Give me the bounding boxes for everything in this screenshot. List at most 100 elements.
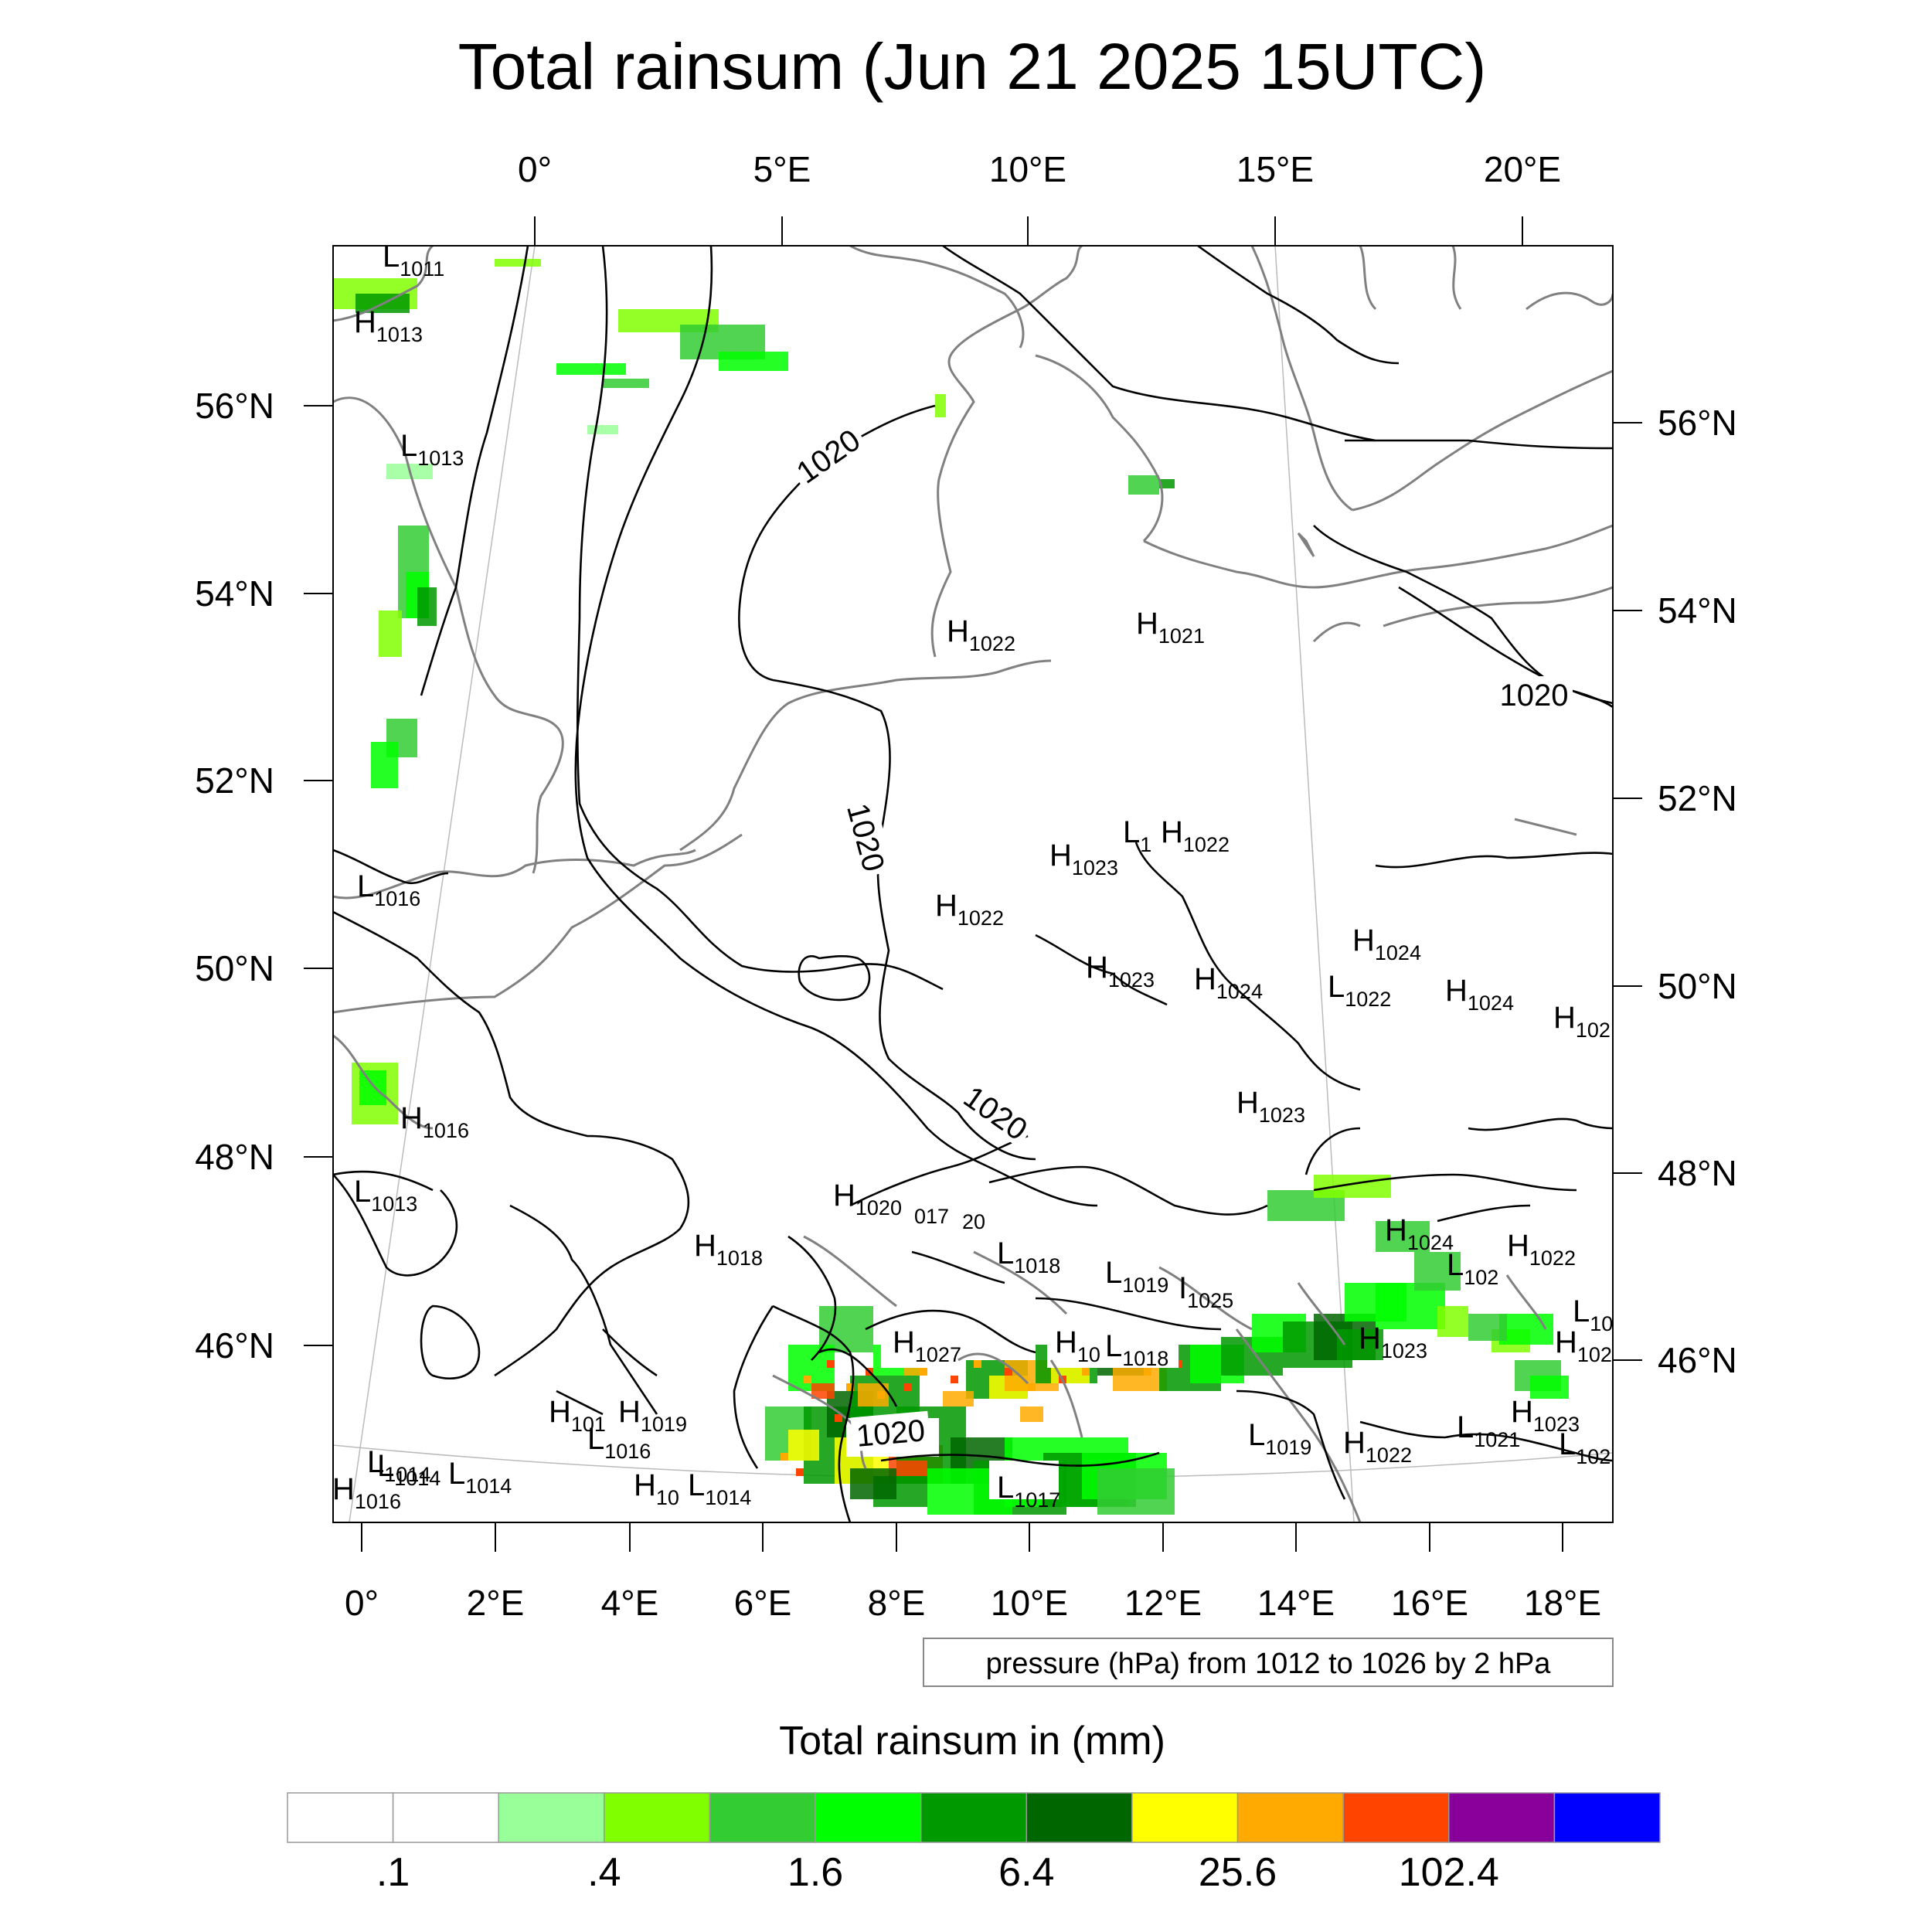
colorbar-labels: .1 .4 1.6 6.4 25.6 102.4 (376, 1850, 1499, 1895)
pressure-center-label: H101 (549, 1395, 606, 1436)
pressure-center-label: H1016 (332, 1472, 401, 1513)
pressure-center-label: H102 (1553, 1001, 1611, 1042)
pressure-center-label: L1018 (1105, 1329, 1168, 1370)
colorbar-swatch (1342, 1792, 1450, 1843)
colorbar-swatch (1448, 1792, 1556, 1843)
colorbar (287, 1792, 1661, 1843)
top-tick-label: 0° (518, 149, 552, 189)
svg-text:1020: 1020 (855, 1413, 926, 1454)
colorbar-swatch (287, 1792, 394, 1843)
pressure-center-label: H10 (1055, 1325, 1100, 1366)
pressure-center-label: L1014 (367, 1445, 430, 1486)
pressure-center-label: L1016 (357, 869, 420, 910)
colorbar-swatch (1131, 1792, 1239, 1843)
colorbar-swatch (920, 1792, 1028, 1843)
map-panel: L1011H1013L1013L1014L1016H1016L1013H1022… (332, 240, 1614, 1523)
bottom-tick-label: 12°E (1124, 1583, 1202, 1623)
right-tick-label: 46°N (1658, 1340, 1737, 1380)
colorbar-title: Total rainsum in (mm) (779, 1719, 1165, 1764)
pressure-center-label: I1025 (1179, 1271, 1233, 1312)
pressure-center-label: L1014 (448, 1457, 512, 1498)
pressure-center-label: H1022 (1161, 815, 1230, 856)
left-tick-label: 50°N (195, 948, 274, 988)
bottom-longitude-labels: 0° 2°E 4°E 6°E 8°E 10°E 12°E 14°E 16°E 18°E (345, 1583, 1601, 1623)
pressure-center-label: H1016 (400, 1101, 469, 1142)
contour-info-box: pressure (hPa) from 1012 to 1026 by 2 hP… (923, 1638, 1614, 1687)
contour-info-text: pressure (hPa) from 1012 to 1026 by 2 hP… (986, 1648, 1552, 1680)
pressure-center-label: H102 (1555, 1325, 1612, 1366)
fragment-label: 017 (914, 1205, 949, 1228)
pressure-center-label: L1017 (997, 1471, 1060, 1512)
pressure-center-label: H1023 (1236, 1086, 1305, 1127)
colorbar-swatch (604, 1792, 711, 1843)
pressure-center-label: L1022 (1328, 970, 1391, 1011)
map-border (332, 245, 1614, 1523)
bottom-tick-label: 16°E (1391, 1583, 1468, 1623)
pressure-center-label: H1022 (947, 614, 1015, 655)
pressure-center-label: H1018 (694, 1229, 763, 1270)
bottom-tick-label: 4°E (601, 1583, 659, 1623)
pressure-center-label: H1019 (618, 1395, 687, 1436)
pressure-center-label: H10 (634, 1468, 679, 1509)
coastlines (333, 246, 1613, 1522)
svg-text:1020: 1020 (1500, 679, 1569, 713)
pressure-center-label: L1014 (688, 1468, 751, 1509)
pressure-center-label: H1023 (1086, 951, 1155, 992)
pressure-center-label: L1 (1123, 815, 1151, 856)
pressure-center-label: L1018 (997, 1236, 1060, 1277)
pressure-center-label: H1027 (893, 1325, 961, 1366)
pressure-center-label: H1022 (1343, 1426, 1412, 1467)
bottom-tick-label: 10°E (991, 1583, 1068, 1623)
bottom-tick-label: 8°E (868, 1583, 926, 1623)
colorbar-swatch (1553, 1792, 1661, 1843)
pressure-center-label: H1024 (1385, 1213, 1454, 1254)
pressure-center-label: H1024 (1194, 962, 1263, 1003)
bottom-tick-label: 2°E (467, 1583, 525, 1623)
colorbar-swatch (1026, 1792, 1133, 1843)
pressure-center-label: H1020 (833, 1179, 902, 1219)
pressure-center-label: H1022 (935, 889, 1004, 930)
isobar-label: 1020 (850, 1410, 931, 1454)
isobars (333, 246, 1613, 1522)
left-tick-label: 56°N (195, 386, 274, 426)
pressure-center-label: H1022 (1507, 1229, 1576, 1270)
bottom-tick-label: 0° (345, 1583, 379, 1623)
pressure-center-labels: L1011H1013L1013L1014L1016H1016L1013H1022… (332, 240, 1613, 1513)
colorbar-label: .4 (587, 1850, 621, 1895)
colorbar-swatch (498, 1792, 605, 1843)
bottom-tick-label: 14°E (1257, 1583, 1335, 1623)
colorbar-label: 1.6 (787, 1850, 843, 1895)
fragment-label: 20 (962, 1210, 985, 1233)
colorbar-label: 6.4 (998, 1850, 1054, 1895)
colorbar-label: 25.6 (1199, 1850, 1277, 1895)
right-latitude-labels: 56°N 54°N 52°N 50°N 48°N 46°N (1658, 403, 1737, 1380)
left-tick-label: 54°N (195, 573, 274, 614)
pressure-center-label: L1021 (1457, 1410, 1520, 1451)
left-tick-label: 46°N (195, 1325, 274, 1366)
pressure-center-label: H1021 (1136, 607, 1205, 648)
axis-tick-marks (304, 216, 1642, 1552)
top-tick-label: 20°E (1484, 149, 1561, 189)
colorbar-swatch (392, 1792, 499, 1843)
pressure-center-label: L1019 (1105, 1256, 1168, 1297)
bottom-tick-label: 18°E (1524, 1583, 1601, 1623)
pressure-center-label: H1024 (1445, 974, 1514, 1015)
isobar-label: 1020 (1495, 676, 1573, 713)
top-tick-label: 5°E (753, 149, 811, 189)
pressure-center-label: L1016 (587, 1422, 651, 1463)
colorbar-label: .1 (376, 1850, 410, 1895)
top-longitude-labels: 0° 5°E 10°E 15°E 20°E (518, 149, 1561, 189)
colorbar-swatch (1236, 1792, 1344, 1843)
pressure-center-label: L1013 (354, 1175, 417, 1216)
pressure-center-label: H1023 (1511, 1395, 1580, 1436)
right-tick-label: 48°N (1658, 1153, 1737, 1193)
pressure-center-label: L1011 (383, 240, 444, 281)
pressure-center-label: H1013 (354, 305, 423, 346)
right-tick-label: 50°N (1658, 966, 1737, 1006)
colorbar-swatch (815, 1792, 922, 1843)
pressure-center-label: L1013 (400, 429, 464, 470)
pressure-center-label: H1023 (1049, 838, 1118, 879)
